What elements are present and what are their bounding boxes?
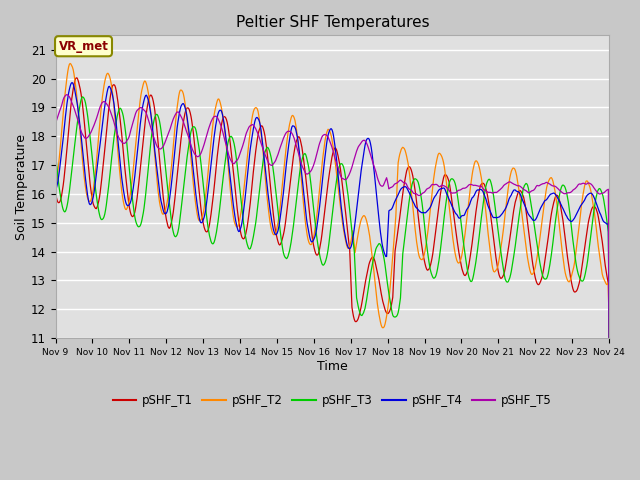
pSHF_T1 xyxy=(205,225,212,231)
pSHF_T5 xyxy=(52,297,60,303)
pSHF_T5 xyxy=(401,180,408,186)
pSHF_T1 xyxy=(52,335,60,341)
pSHF_T4 xyxy=(68,80,76,85)
pSHF_T3 xyxy=(175,220,183,226)
Y-axis label: Soil Temperature: Soil Temperature xyxy=(15,133,28,240)
pSHF_T1 xyxy=(120,148,127,154)
pSHF_T1 xyxy=(61,161,69,167)
pSHF_T3 xyxy=(61,208,69,214)
pSHF_T5 xyxy=(605,335,613,341)
pSHF_T2 xyxy=(61,87,69,93)
pSHF_T4 xyxy=(175,110,183,116)
pSHF_T2 xyxy=(175,89,183,95)
pSHF_T1 xyxy=(175,151,183,156)
pSHF_T3 xyxy=(205,228,212,234)
pSHF_T2 xyxy=(417,256,424,262)
pSHF_T3 xyxy=(605,335,613,341)
pSHF_T4 xyxy=(401,184,408,190)
pSHF_T1 xyxy=(417,233,424,239)
pSHF_T4 xyxy=(205,182,212,188)
pSHF_T3 xyxy=(52,320,60,326)
pSHF_T3 xyxy=(417,190,424,196)
Title: Peltier SHF Temperatures: Peltier SHF Temperatures xyxy=(236,15,429,30)
Line: pSHF_T5: pSHF_T5 xyxy=(56,95,609,338)
Line: pSHF_T2: pSHF_T2 xyxy=(56,63,609,338)
pSHF_T4 xyxy=(52,335,60,341)
pSHF_T1 xyxy=(401,180,408,186)
pSHF_T5 xyxy=(61,93,69,98)
pSHF_T3 xyxy=(120,113,127,119)
pSHF_T3 xyxy=(79,94,86,100)
pSHF_T4 xyxy=(61,113,69,119)
pSHF_T2 xyxy=(52,335,60,341)
pSHF_T3 xyxy=(401,239,408,244)
pSHF_T5 xyxy=(417,192,424,198)
pSHF_T1 xyxy=(605,335,613,341)
pSHF_T2 xyxy=(401,146,408,152)
pSHF_T4 xyxy=(120,186,127,192)
pSHF_T5 xyxy=(63,92,71,97)
Line: pSHF_T4: pSHF_T4 xyxy=(56,83,609,338)
Line: pSHF_T3: pSHF_T3 xyxy=(56,97,609,338)
pSHF_T5 xyxy=(175,110,183,116)
Line: pSHF_T1: pSHF_T1 xyxy=(56,78,609,338)
pSHF_T2 xyxy=(120,198,127,204)
X-axis label: Time: Time xyxy=(317,360,348,372)
pSHF_T2 xyxy=(605,335,613,341)
pSHF_T1 xyxy=(72,75,80,81)
Text: VR_met: VR_met xyxy=(59,40,108,53)
pSHF_T4 xyxy=(417,209,424,215)
pSHF_T5 xyxy=(120,140,127,146)
pSHF_T2 xyxy=(67,60,74,66)
pSHF_T5 xyxy=(205,125,212,131)
Legend: pSHF_T1, pSHF_T2, pSHF_T3, pSHF_T4, pSHF_T5: pSHF_T1, pSHF_T2, pSHF_T3, pSHF_T4, pSHF… xyxy=(108,389,557,412)
pSHF_T2 xyxy=(205,163,212,168)
pSHF_T4 xyxy=(605,335,613,341)
